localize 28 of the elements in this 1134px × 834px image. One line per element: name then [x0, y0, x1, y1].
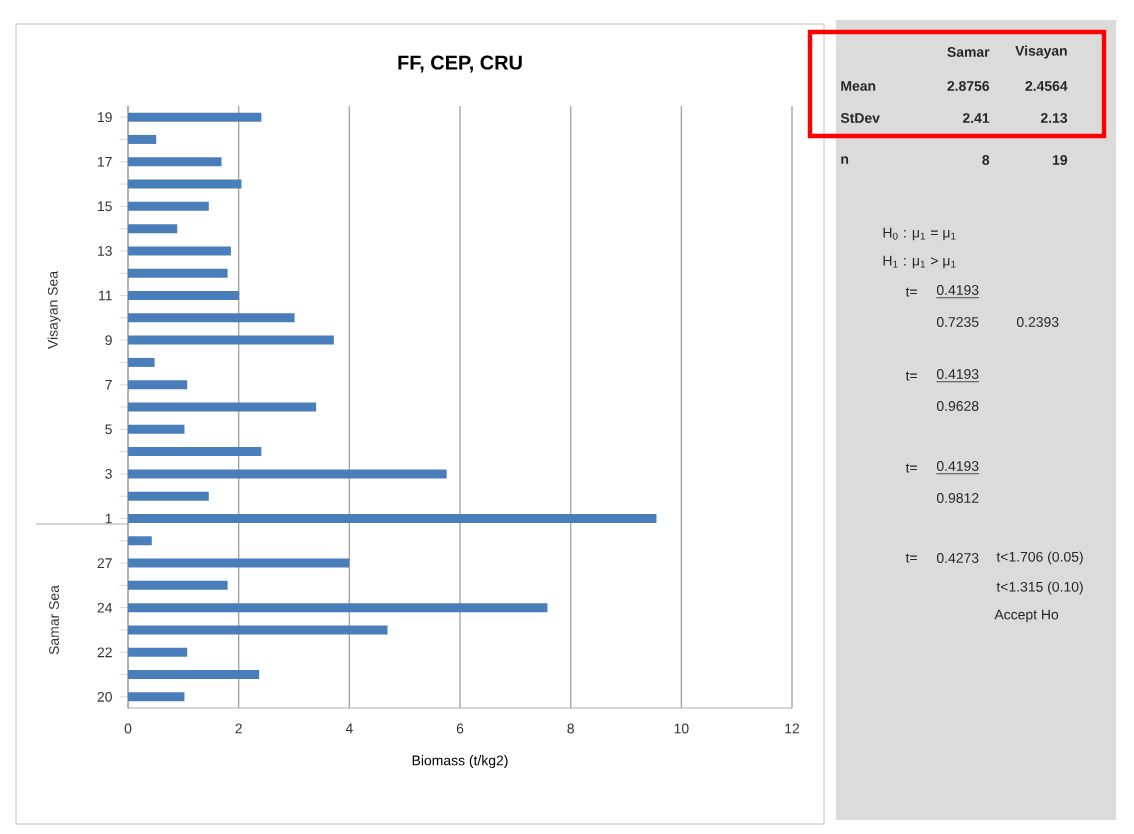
bar	[128, 447, 262, 457]
bar	[128, 469, 447, 479]
bar	[128, 580, 228, 590]
bar	[128, 692, 185, 702]
bar	[128, 179, 242, 189]
bar	[128, 536, 152, 546]
bar	[128, 558, 350, 568]
bar	[128, 357, 155, 367]
bar	[128, 424, 185, 434]
bar	[128, 513, 657, 523]
bar	[128, 291, 240, 301]
bar	[128, 246, 231, 256]
bar	[128, 224, 178, 234]
bar	[128, 647, 188, 657]
bar	[128, 313, 295, 323]
bar	[128, 335, 334, 345]
bar	[128, 491, 209, 501]
bar	[128, 157, 222, 167]
bar	[128, 201, 209, 211]
bar	[128, 380, 188, 390]
bar	[128, 134, 157, 144]
chart-title: FF, CEP, CRU	[398, 55, 522, 73]
bar	[128, 670, 260, 680]
bar	[128, 112, 262, 122]
bar	[128, 402, 317, 412]
bar	[128, 603, 548, 613]
bar	[128, 625, 388, 635]
bar	[128, 268, 228, 278]
